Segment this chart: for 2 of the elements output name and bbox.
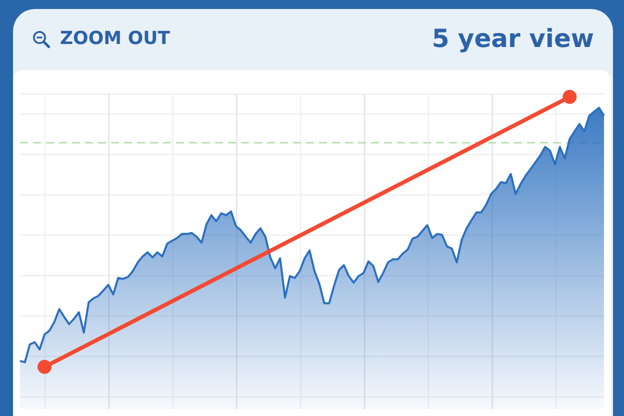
text: ZOOM OUT (60, 28, 170, 50)
chart-title: 5 year view (432, 23, 594, 55)
